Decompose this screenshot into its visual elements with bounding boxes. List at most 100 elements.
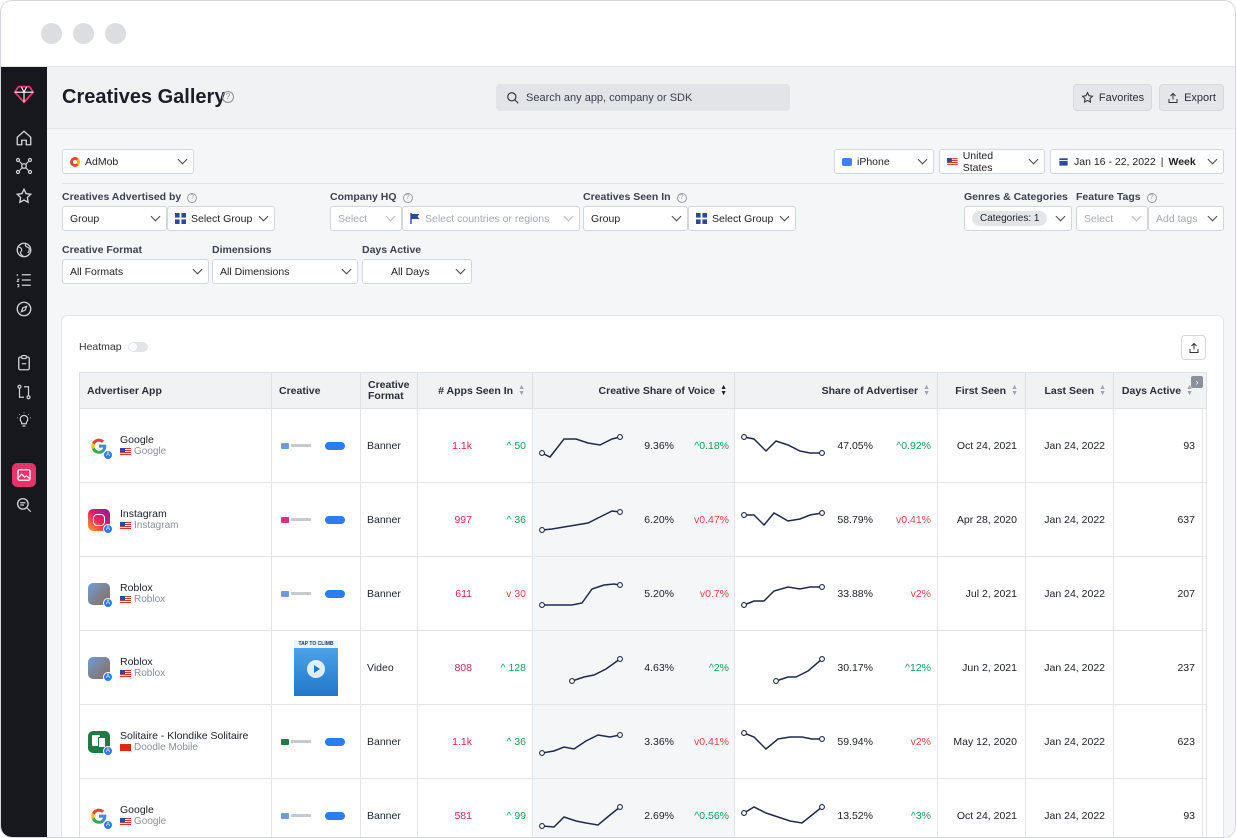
col-last-seen[interactable]: Last Seen ▲ ▼ [1026,373,1114,409]
table-row[interactable]: A Google Google Banner 581 ^ 99 2.69% ^0.56% 13.… [80,779,1206,837]
format-select[interactable]: All Formats [62,259,209,284]
star-icon[interactable] [13,185,35,207]
apps-seen-in: 611 [455,587,472,600]
app-name[interactable]: Roblox [120,581,153,594]
help-icon[interactable]: ? [1146,193,1157,203]
advertised-by-group-select[interactable]: Group [62,206,167,231]
sov-delta: ^0.18% [694,439,729,452]
genres-select[interactable]: Categories: 1 [964,206,1072,231]
app-name[interactable]: Google [120,433,154,446]
dimensions-select[interactable]: All Dimensions [212,259,358,284]
developer-name[interactable]: Google [134,815,167,827]
seen-in-select-group[interactable]: Select Group [688,206,796,231]
toggle-switch[interactable] [127,342,148,352]
days-active-select[interactable]: All Days [362,259,472,284]
col-days-active[interactable]: Days Active ▲ ▼ [1114,373,1206,409]
app-name[interactable]: Google [120,803,154,816]
share-of-voice: 4.63% [644,661,674,674]
app-name[interactable]: Instagram [120,507,167,520]
seen-in-select-value: Select Group [712,212,774,225]
company-hq-select[interactable]: Select [330,206,402,231]
table-row[interactable]: A Roblox Roblox Banner 611 v 30 5.20% v0.7% 33.8… [80,557,1206,631]
table-row[interactable]: A Solitaire - Klondike Solitaire Doodle Mo… [80,705,1206,779]
help-icon[interactable]: ? [676,193,687,203]
developer-name[interactable]: Google [134,445,167,457]
list-icon[interactable] [13,269,35,291]
trend-arrow-icon: ^ [910,809,916,822]
logo-gem-icon[interactable] [13,83,35,105]
window-close-button[interactable] [41,23,62,44]
help-icon[interactable]: ? [402,193,413,203]
banner-creative-thumbnail[interactable] [277,811,353,821]
creative-format: Banner [367,587,401,600]
window-minimize-button[interactable] [73,23,94,44]
trend-arrow-icon: ^ [500,661,506,674]
col-share-of-advertiser[interactable]: Share of Advertiser ▲ ▼ [735,373,938,409]
search-input[interactable]: Search any app, company or SDK [496,84,790,111]
china-flag-icon [120,744,131,751]
feature-tags-add-select[interactable]: Add tags [1148,206,1224,231]
trend-arrow-icon: ^ [506,735,512,748]
compare-icon[interactable] [13,381,35,403]
network-icon[interactable] [13,155,35,177]
genres-label: Genres & Categories [964,191,1068,203]
days-active: 637 [1177,513,1195,526]
home-icon[interactable] [13,127,35,149]
export-button[interactable]: Export [1159,84,1224,111]
table-row[interactable]: A Google Google Banner 1.1k ^ 50 9.36% ^0.18% 47… [80,409,1206,483]
clipboard-icon[interactable] [13,352,35,374]
banner-creative-thumbnail[interactable] [277,589,353,599]
soa-delta: v0.41% [895,513,931,526]
instagram-app-icon: A [88,508,113,534]
date-range-select[interactable]: Jan 16 - 22, 2022 | Week [1050,149,1224,174]
apps-seen-in: 808 [454,661,472,674]
window-maximize-button[interactable] [105,23,126,44]
developer-name[interactable]: Roblox [134,667,166,679]
developer-name[interactable]: Instagram [134,519,179,531]
developer-name[interactable]: Doodle Mobile [134,741,198,753]
device-select[interactable]: iPhone [834,149,934,174]
col-advertiser-app[interactable]: Advertiser App [80,373,272,409]
search-ads-icon[interactable] [13,494,35,516]
lightbulb-icon[interactable] [13,409,35,431]
help-icon[interactable]: ? [222,91,234,103]
share-button[interactable] [1181,335,1206,360]
app-name[interactable]: Roblox [120,655,153,668]
col-creative[interactable]: Creative [272,373,361,409]
table-row[interactable]: A Instagram Instagram Banner 997 ^ 36 6.20% v0.… [80,483,1206,557]
apps-delta: ^ 50 [506,439,526,452]
creatives-gallery-icon[interactable] [12,463,36,487]
last-seen: Jan 24, 2022 [1044,587,1105,600]
company-hq-countries-select[interactable]: Select countries or regions [402,206,580,231]
col-apps-seen-in[interactable]: # Apps Seen In ▲ ▼ [418,373,533,409]
favorites-button[interactable]: Favorites [1073,84,1152,111]
sov-delta: ^0.56% [694,809,729,822]
advertised-by-select-group[interactable]: Select Group [167,206,275,231]
app-name[interactable]: Solitaire - Klondike Solitaire [120,729,249,742]
heatmap-toggle[interactable]: Heatmap [79,341,148,353]
video-creative-thumbnail[interactable]: TAP TO CLIMB [294,639,338,696]
col-first-seen[interactable]: First Seen ▲ ▼ [938,373,1026,409]
banner-creative-thumbnail[interactable] [277,737,353,747]
col-share-of-voice[interactable]: Creative Share of Voice ▲ ▼ [533,373,735,409]
table-row[interactable]: A Roblox Roblox TAP TO CLIMB Video 808 ^ 128 4.… [80,631,1206,705]
scroll-right-button[interactable]: › [1191,376,1203,388]
country-select[interactable]: United States [939,149,1045,174]
banner-creative-thumbnail[interactable] [277,515,353,525]
globe-icon[interactable] [13,239,35,261]
share-of-advertiser: 30.17% [837,661,873,674]
trend-arrow-icon: v [693,513,700,526]
star-icon [1081,91,1094,103]
roblox-app-icon: A [88,582,113,608]
trend-arrow-icon: v [699,587,706,600]
apps-seen-in: 1.1k [452,735,472,748]
col-creative-format[interactable]: Creative Format [361,373,418,409]
seen-in-group-select[interactable]: Group [583,206,688,231]
developer-name[interactable]: Roblox [134,593,166,605]
help-icon[interactable]: ? [187,193,198,203]
compass-icon[interactable] [13,298,35,320]
ad-network-select[interactable]: AdMob [62,149,194,174]
feature-tags-select[interactable]: Select [1076,206,1148,231]
banner-creative-thumbnail[interactable] [277,441,353,451]
soa-delta: ^12% [905,661,931,674]
